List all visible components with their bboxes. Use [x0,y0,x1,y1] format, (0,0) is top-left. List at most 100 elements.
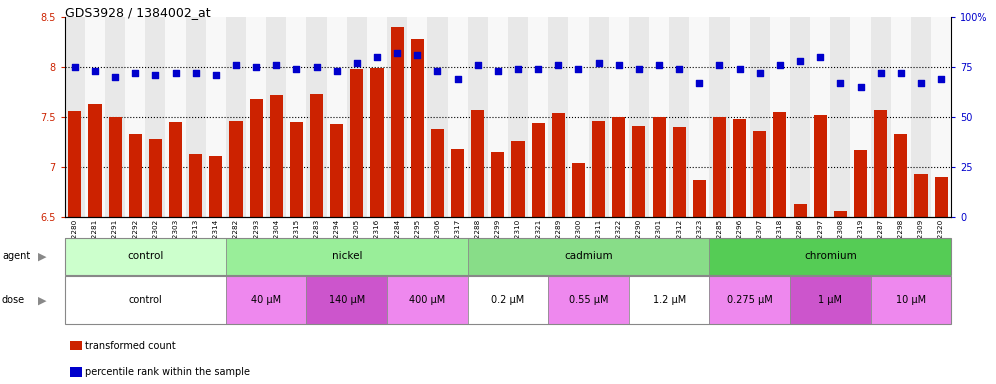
Bar [709,17,729,217]
Text: 40 μM: 40 μM [251,295,281,306]
Bar [871,17,890,217]
Point [711,62,727,68]
Point [872,70,888,76]
Bar [512,141,525,217]
Bar [145,17,165,217]
Text: ▶: ▶ [38,295,47,306]
Point [449,76,465,82]
Bar [491,152,504,217]
Point [309,64,325,70]
Bar [649,17,669,217]
Bar [427,17,447,217]
Bar [552,113,565,217]
Bar [69,111,82,217]
Bar [810,17,831,217]
Bar [431,129,444,217]
Point [752,70,768,76]
Bar [109,117,122,217]
Bar [347,17,367,217]
Bar [89,104,102,217]
Bar [628,276,709,324]
Bar [390,27,403,217]
Text: 0.2 μM: 0.2 μM [491,295,525,306]
Bar [468,238,709,275]
Text: ▶: ▶ [38,251,47,262]
Bar [548,17,569,217]
Bar [468,276,548,324]
Point [87,68,103,74]
Bar [206,17,226,217]
Point [409,52,425,58]
Point [147,72,163,78]
Bar [371,68,383,217]
Point [933,76,949,82]
Text: cadmium: cadmium [564,251,613,262]
Text: 1 μM: 1 μM [819,295,843,306]
Bar [266,17,286,217]
Bar [229,121,243,217]
Bar [246,17,266,217]
Bar [65,17,85,217]
Bar [931,17,951,217]
Bar [689,17,709,217]
Point [67,64,83,70]
Bar [894,134,907,217]
Text: 10 μM: 10 μM [895,295,926,306]
Bar [613,117,625,217]
Point [671,66,687,72]
Bar [169,122,182,217]
Point [551,62,567,68]
Bar [713,117,726,217]
Bar [693,180,706,217]
Point [289,66,305,72]
Point [248,64,264,70]
Bar [572,163,585,217]
Bar [794,204,807,217]
Point [228,62,244,68]
Bar [209,156,222,217]
Point [208,72,224,78]
Bar [672,127,686,217]
Bar [589,17,609,217]
Bar [226,276,307,324]
Bar [410,39,424,217]
Bar [914,174,927,217]
Text: 0.275 μM: 0.275 μM [727,295,773,306]
Text: transformed count: transformed count [85,341,175,351]
Bar [569,17,589,217]
Bar [148,139,162,217]
Text: percentile rank within the sample: percentile rank within the sample [85,367,250,377]
Text: GDS3928 / 1384002_at: GDS3928 / 1384002_at [65,6,210,19]
Point [611,62,626,68]
Bar [790,276,871,324]
Bar [471,110,484,217]
Bar [250,99,263,217]
Point [329,68,345,74]
Bar [488,17,508,217]
Bar [508,17,528,217]
Bar [834,211,847,217]
Point [691,80,707,86]
Point [490,68,506,74]
Point [530,66,546,72]
Text: dose: dose [2,295,25,306]
Bar [290,122,303,217]
Bar [307,276,387,324]
Point [127,70,143,76]
Point [591,60,607,66]
Bar [270,95,283,217]
Text: 0.55 μM: 0.55 μM [569,295,609,306]
Bar [327,17,347,217]
Bar [854,150,868,217]
Bar [890,17,911,217]
Text: 1.2 μM: 1.2 μM [652,295,686,306]
Bar [189,154,202,217]
Bar [750,17,770,217]
Bar [330,124,344,217]
Bar [367,17,387,217]
Bar [632,126,645,217]
Text: agent: agent [2,251,30,262]
Point [187,70,203,76]
Bar [387,17,407,217]
Point [571,66,587,72]
